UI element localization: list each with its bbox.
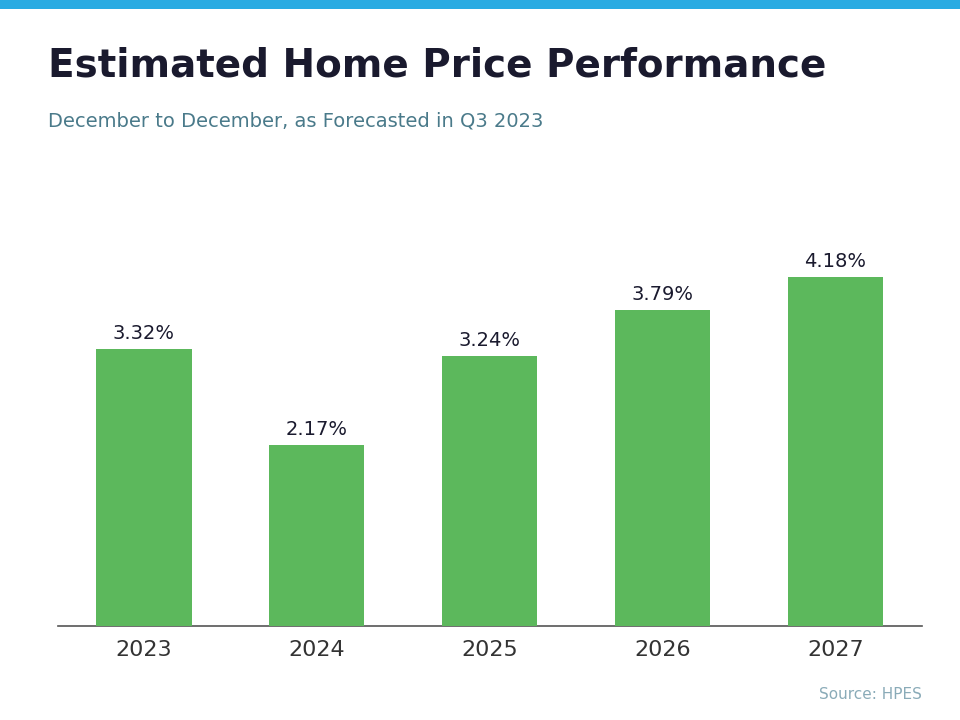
Bar bbox=[614, 310, 710, 626]
Text: Estimated Home Price Performance: Estimated Home Price Performance bbox=[48, 47, 827, 85]
Bar bbox=[442, 356, 538, 626]
Bar bbox=[787, 277, 883, 626]
Text: 3.79%: 3.79% bbox=[632, 285, 693, 304]
Text: 3.24%: 3.24% bbox=[459, 331, 520, 350]
Text: December to December, as Forecasted in Q3 2023: December to December, as Forecasted in Q… bbox=[48, 112, 543, 130]
Text: 3.32%: 3.32% bbox=[113, 324, 175, 343]
Bar bbox=[96, 349, 191, 626]
Text: 2.17%: 2.17% bbox=[286, 420, 348, 439]
Bar bbox=[269, 445, 364, 626]
Text: 4.18%: 4.18% bbox=[804, 253, 866, 271]
Text: Source: HPES: Source: HPES bbox=[819, 687, 922, 702]
